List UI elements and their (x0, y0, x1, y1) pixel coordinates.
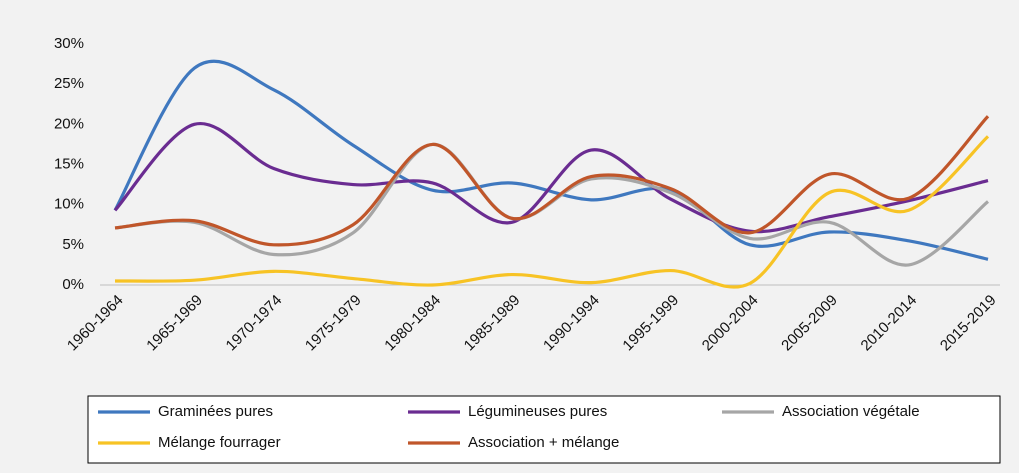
legend-label: Association végétale (782, 403, 920, 420)
y-tick-label: 0% (62, 276, 84, 293)
legend-label: Association + mélange (468, 434, 619, 451)
series-line (114, 115, 990, 247)
legend-label: Mélange fourrager (158, 434, 281, 451)
y-tick-label: 10% (54, 196, 84, 213)
legend-box (87, 395, 1001, 464)
legend-label: Légumineuses pures (468, 403, 607, 420)
y-tick-label: 5% (62, 236, 84, 253)
legend-label: Graminées pures (158, 403, 273, 420)
series-line (113, 121, 989, 234)
y-tick-label: 15% (54, 155, 84, 172)
series-line (113, 59, 989, 261)
y-tick-label: 25% (54, 75, 84, 92)
y-tick-label: 20% (54, 115, 84, 132)
series-line (114, 135, 990, 289)
y-tick-label: 30% (54, 35, 84, 52)
